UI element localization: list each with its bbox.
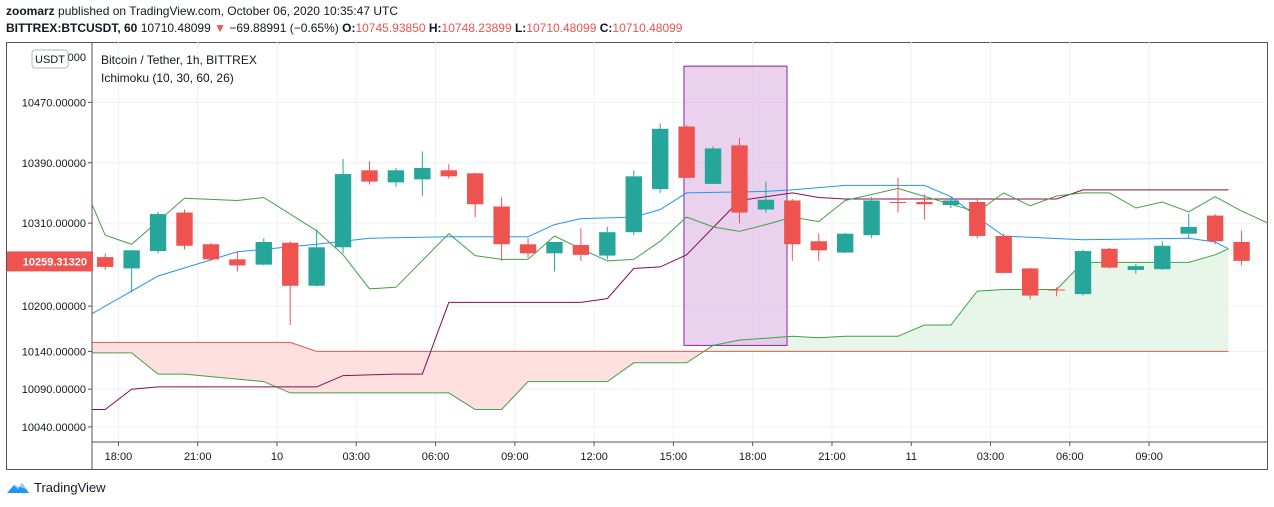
y-tick-label: 10470.00000 xyxy=(22,97,86,109)
candle-down xyxy=(889,202,907,203)
candle-down xyxy=(969,202,986,236)
candle-down xyxy=(678,126,695,178)
x-tick-label: 21:00 xyxy=(818,451,846,463)
x-tick-label: 18:00 xyxy=(105,451,133,463)
open-label: O: xyxy=(342,21,356,35)
candle-up xyxy=(757,199,775,210)
candle-up xyxy=(1127,266,1145,270)
x-tick-label: 09:00 xyxy=(1135,451,1163,463)
x-tick-label: 11 xyxy=(906,451,917,463)
cloud-bearish xyxy=(92,342,707,410)
currency-badge-text: USDT xyxy=(35,54,65,66)
candle-up xyxy=(255,242,272,265)
candle-down xyxy=(784,200,801,245)
candle-up xyxy=(863,200,880,236)
candle-up xyxy=(704,148,722,184)
symbol-label: BITTREX:BTCUSDT, 60 xyxy=(6,21,138,35)
current-price-label: 10259.31320 xyxy=(23,256,87,268)
candle-up xyxy=(942,200,960,206)
candle-up xyxy=(836,233,854,253)
candle-down xyxy=(202,244,220,260)
footer-brand[interactable]: TradingView xyxy=(6,480,106,495)
down-arrow-icon: ▼ xyxy=(214,21,226,35)
candle-up xyxy=(1154,245,1171,270)
x-tick-label: 09:00 xyxy=(501,451,529,463)
candle-up xyxy=(334,174,352,248)
tradingview-logo-icon xyxy=(7,482,29,493)
x-tick-label: 12:00 xyxy=(580,451,608,463)
candle-down xyxy=(731,145,748,213)
candle-down xyxy=(995,235,1012,273)
candle-down xyxy=(519,244,537,254)
high-value: 10748.23899 xyxy=(441,21,512,35)
ohlc-bar: BITTREX:BTCUSDT, 60 10710.48099 ▼ −69.88… xyxy=(6,21,682,35)
candle-down xyxy=(1048,289,1065,291)
x-tick-label: 15:00 xyxy=(660,451,688,463)
open-value: 10745.93850 xyxy=(355,21,426,35)
y-tick-label: 10310.00000 xyxy=(22,218,86,230)
candle-up xyxy=(1074,251,1092,295)
high-label: H: xyxy=(428,21,442,35)
publish-info: zoomarz published on TradingView.com, Oc… xyxy=(6,4,398,18)
candle-down xyxy=(1101,248,1118,268)
ichimoku-base-line xyxy=(92,189,1229,410)
x-tick-label: 18:00 xyxy=(739,451,767,463)
x-tick-label: 03:00 xyxy=(977,451,1005,463)
candle-up xyxy=(651,128,669,190)
candle-down xyxy=(1233,242,1250,261)
x-tick-label: 03:00 xyxy=(343,451,371,463)
y-tick-label: 10140.00000 xyxy=(22,346,86,358)
y-tick-label: 10390.00000 xyxy=(22,158,86,170)
ichimoku-conversion-line xyxy=(91,184,1229,315)
candle-down xyxy=(1021,268,1039,296)
ichimoku-lagging-line xyxy=(91,187,1268,290)
x-tick-label: 21:00 xyxy=(184,451,212,463)
ichimoku-span-b-line xyxy=(92,341,1229,352)
y-tick-label: 10090.00000 xyxy=(22,384,86,396)
candle-up xyxy=(625,176,642,233)
low-value: 10710.48099 xyxy=(526,21,597,35)
candle-up xyxy=(546,242,563,254)
author-name[interactable]: zoomarz xyxy=(6,4,55,18)
published-text: published on TradingView.com, October 06… xyxy=(58,4,399,18)
candle-down xyxy=(466,173,484,205)
price-change: −69.88991 (−0.65%) xyxy=(229,21,339,35)
candle-down xyxy=(1206,215,1224,242)
candle-down xyxy=(493,206,510,245)
price-chart[interactable]: 10470.00000 10390.00000 10310.00000 10200.0… xyxy=(6,42,1268,470)
cloud-bullish xyxy=(706,248,1229,352)
candle-up xyxy=(308,247,325,286)
currency-badge xyxy=(31,49,69,69)
x-tick-label: 06:00 xyxy=(1056,451,1084,463)
x-tick-label: 10 xyxy=(271,451,283,463)
close-label: C: xyxy=(599,21,613,35)
current-price-tag xyxy=(7,251,93,272)
x-tick-label: 06:00 xyxy=(422,451,450,463)
y-tick-label: 10200.00000 xyxy=(22,301,86,313)
candle-up xyxy=(599,232,616,256)
y-tick-label: 10040.00000 xyxy=(22,422,86,434)
candle-up xyxy=(149,214,167,252)
price-axis-bg xyxy=(7,43,92,442)
candle-up xyxy=(123,250,140,269)
candle-down xyxy=(810,241,827,251)
candle-down xyxy=(440,170,457,177)
close-value: 10710.48099 xyxy=(612,21,683,35)
last-price: 10710.48099 xyxy=(140,21,211,35)
indicator-label: Ichimoku (10, 30, 60, 26) xyxy=(101,71,234,85)
candle-down xyxy=(97,257,114,267)
low-label: L: xyxy=(514,21,527,35)
candle-up xyxy=(1180,226,1197,234)
candle-down xyxy=(361,170,378,182)
candle-down xyxy=(229,259,246,266)
candle-up xyxy=(414,168,431,180)
candle-down xyxy=(282,242,299,286)
chart-title: Bitcoin / Tether, 1h, BITTREX xyxy=(101,53,257,67)
candle-down xyxy=(916,202,933,205)
brand-name: TradingView xyxy=(34,480,106,495)
candle-down xyxy=(176,212,193,246)
candle-up xyxy=(387,170,405,183)
candle-down xyxy=(572,245,590,255)
